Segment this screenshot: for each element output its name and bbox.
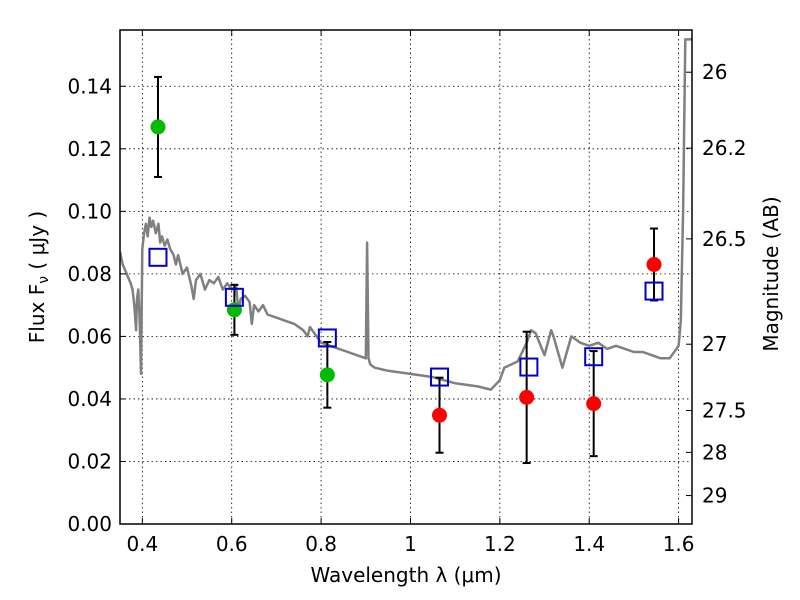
y2-tick-label: 26.5 — [702, 227, 747, 251]
y-tick-label: 0.06 — [67, 324, 112, 348]
y-tick-label: 0.12 — [67, 137, 112, 161]
y2-tick-label: 27 — [702, 332, 727, 356]
model-point-square — [584, 347, 604, 367]
axis-ticks: 0.4 0.6 0.8 1 1.2 1.4 1.6 0.00 0.02 0.04 0.06 0.08 0… — [67, 30, 747, 556]
y-axis-label-main: Flux F — [25, 284, 49, 343]
y-tick-label: 0.04 — [67, 387, 112, 411]
data-point-circle — [432, 407, 448, 423]
model-point-square — [430, 367, 450, 387]
model-point-square — [519, 357, 539, 377]
spectrum-line — [120, 38, 692, 391]
y2-tick-label: 26.2 — [702, 136, 747, 160]
model-point-square — [148, 247, 168, 267]
y-tick-label: 0.00 — [67, 512, 112, 536]
y-tick-label: 0.02 — [67, 449, 112, 473]
data-point-circle — [586, 396, 602, 412]
y-tick-label: 0.10 — [67, 199, 112, 223]
y-tick-label: 0.14 — [67, 74, 112, 98]
data-point-circle — [519, 389, 535, 405]
model-point-square — [644, 281, 664, 301]
y2-axis-label: Magnitude (AB) — [759, 196, 783, 351]
y2-tick-label: 28 — [702, 440, 727, 464]
data-markers — [148, 119, 664, 423]
plot-frame — [119, 29, 693, 525]
y2-tick-label: 29 — [702, 484, 727, 508]
x-tick-label: 1 — [404, 532, 417, 556]
y-tick-label: 0.08 — [67, 262, 112, 286]
y-axis-label-unit: ( μJy ) — [25, 211, 49, 276]
model-spectrum — [120, 38, 692, 391]
grid-lines — [120, 30, 692, 524]
error-bars — [153, 75, 659, 465]
x-tick-label: 0.6 — [216, 532, 248, 556]
model-point-square — [317, 328, 337, 348]
y-axis-label-subscript: ν — [36, 276, 52, 284]
x-tick-label: 0.8 — [305, 532, 337, 556]
x-tick-label: 1.4 — [573, 532, 605, 556]
y2-tick-label: 27.5 — [702, 399, 747, 423]
data-point-circle — [646, 256, 662, 272]
model-point-square — [224, 287, 244, 307]
y-axis-label: Flux Fν ( μJy ) — [25, 211, 52, 343]
x-tick-label: 1.2 — [484, 532, 516, 556]
x-tick-label: 1.6 — [663, 532, 695, 556]
x-tick-label: 0.4 — [126, 532, 158, 556]
data-point-circle — [319, 367, 335, 383]
data-point-circle — [150, 119, 166, 135]
y2-tick-label: 26 — [702, 60, 727, 84]
data-point-circle — [226, 302, 242, 318]
x-axis-label: Wavelength λ (μm) — [310, 563, 501, 587]
